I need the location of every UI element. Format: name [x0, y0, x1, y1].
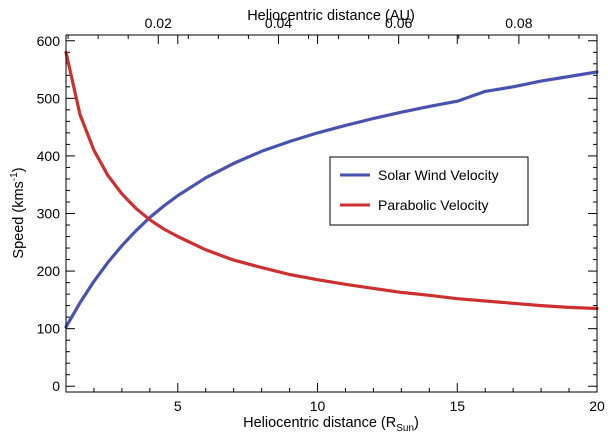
y-axis-title-main: Speed (kms	[11, 181, 27, 258]
x-axis-title-main: Heliocentric distance (R	[243, 415, 396, 431]
y-axis-title-close: )	[11, 167, 27, 172]
x-tick-label: 20	[589, 398, 605, 414]
x2-tick-label: 0.08	[505, 15, 532, 31]
legend-label-parabolic: Parabolic Velocity	[378, 197, 489, 213]
x-axis-title-sub: Sun	[396, 423, 414, 433]
ticks-layer: 5 10 15 20 0.02 0.04 0.06 0.08 0 100 200 300 400 500 6…	[37, 15, 605, 414]
legend: Solar Wind Velocity Parabolic Velocity	[329, 156, 529, 226]
y-tick-label: 200	[37, 263, 61, 279]
y-tick-label: 100	[37, 321, 61, 337]
series-layer	[64, 50, 599, 329]
x2-axis-title: Heliocentric distance (AU)	[247, 8, 415, 24]
y-tick-label: 0	[52, 378, 60, 394]
x-axis-title-close: )	[414, 415, 419, 431]
y-tick-label: 300	[37, 206, 61, 222]
y-tick-label: 400	[37, 148, 61, 164]
x2-tick-label: 0.06	[385, 15, 412, 31]
x2-tick-label: 0.02	[145, 15, 172, 31]
series-line-1	[64, 50, 599, 311]
legend-label-solar-wind: Solar Wind Velocity	[378, 167, 499, 183]
series-line-0	[64, 70, 599, 329]
x-tick-label: 10	[310, 398, 326, 414]
x-tick-label: 15	[449, 398, 465, 414]
y-tick-label: 600	[37, 33, 61, 49]
plot-frame	[65, 34, 598, 393]
x2-tick-label: 0.04	[265, 15, 292, 31]
y-axis-title: Speed (kms-1)	[9, 167, 27, 258]
y-axis-title-sup: -1	[9, 172, 20, 181]
x-tick-label: 5	[174, 398, 182, 414]
y-tick-label: 500	[37, 90, 61, 106]
x-axis-title: Heliocentric distance (RSun)	[243, 415, 419, 433]
legend-box	[329, 156, 529, 226]
